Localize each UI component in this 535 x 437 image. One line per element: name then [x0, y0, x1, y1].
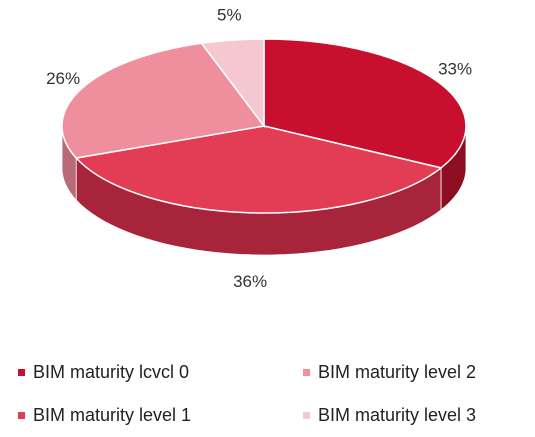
- data-label-level-3: 5%: [217, 5, 242, 24]
- data-label-level-2: 26%: [46, 69, 80, 88]
- pie-data-labels: 33% 36% 26% 5%: [46, 5, 472, 290]
- pie-slice-level-1: [74, 125, 443, 214]
- pie-slice-level-3: [200, 38, 265, 129]
- pie-slice-level-0: [263, 38, 467, 169]
- pie-slices: [61, 38, 467, 214]
- data-label-level-1: 36%: [233, 272, 267, 291]
- data-label-level-0: 33%: [438, 60, 472, 79]
- pie-slice-level-2: [61, 42, 266, 159]
